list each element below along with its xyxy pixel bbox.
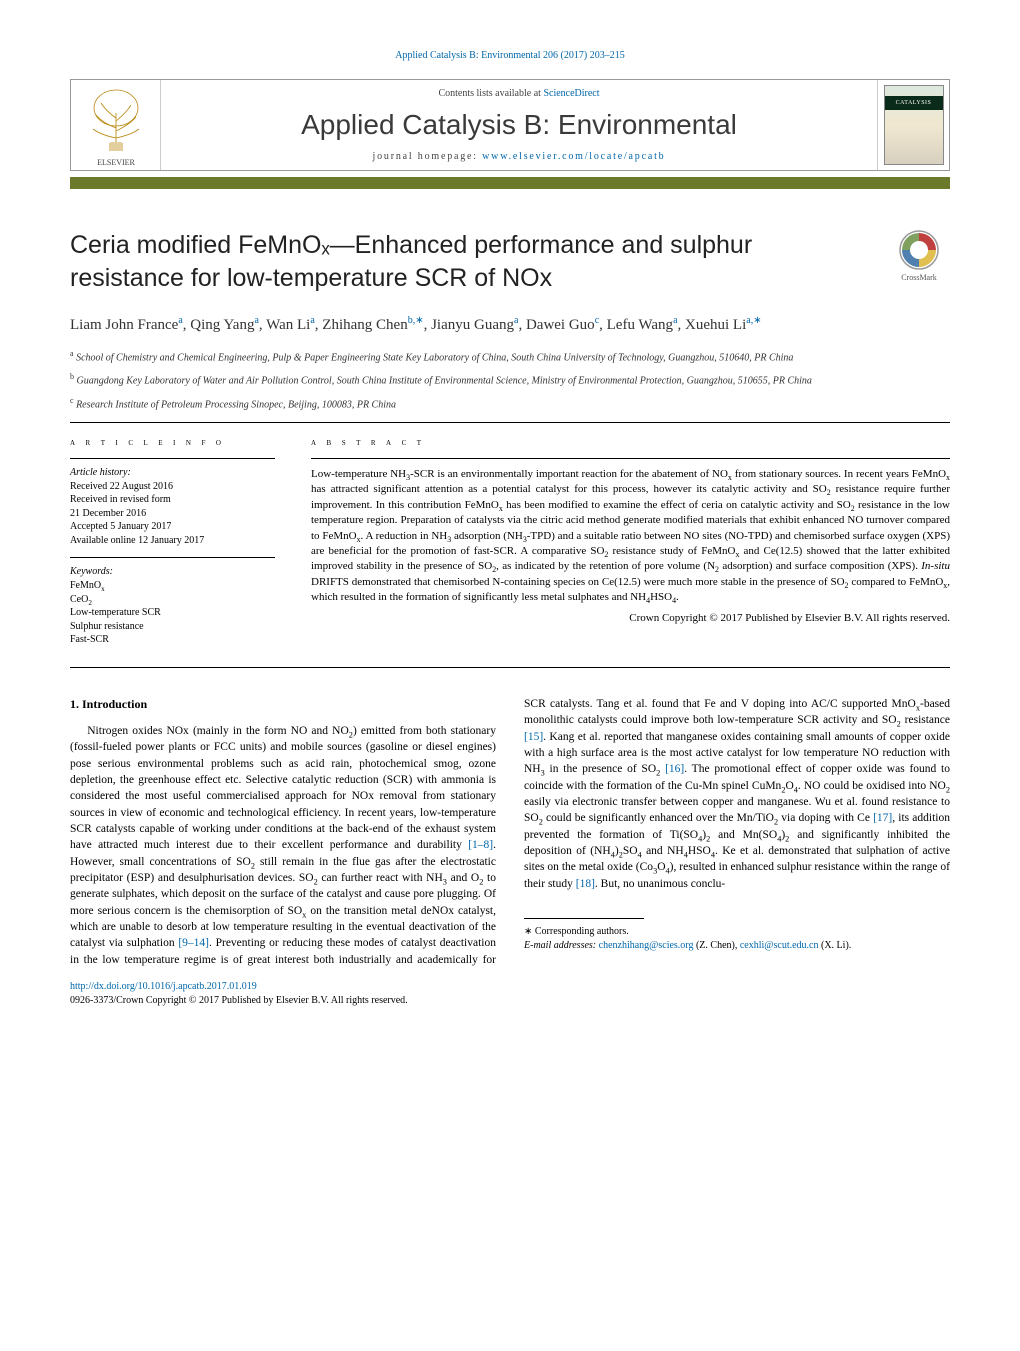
author: Wan Lia	[266, 317, 315, 333]
footer: http://dx.doi.org/10.1016/j.apcatb.2017.…	[70, 980, 950, 1008]
cover-band: CATALYSIS	[885, 96, 943, 110]
author-affiliation-mark: a	[514, 315, 518, 326]
author: Lefu Wanga	[607, 317, 678, 333]
author: Qing Yanga	[190, 317, 259, 333]
history-title: Article history:	[70, 467, 275, 478]
author-affiliation-mark: a	[310, 315, 314, 326]
keyword: Fast-SCR	[70, 633, 275, 647]
affiliation-list: a School of Chemistry and Chemical Engin…	[70, 348, 950, 412]
crossmark-badge[interactable]: CrossMark	[888, 229, 950, 282]
journal-cover: CATALYSIS	[877, 80, 949, 170]
kw-rule	[70, 557, 275, 558]
author-affiliation-mark: a	[254, 315, 258, 326]
homepage-label: journal homepage:	[373, 151, 483, 162]
keywords-title: Keywords:	[70, 566, 275, 577]
accent-bar	[70, 177, 950, 189]
elsevier-logo: ELSEVIER	[71, 80, 161, 170]
journal-header: ELSEVIER Contents lists available at Sci…	[70, 79, 950, 171]
citation-link[interactable]: [17]	[873, 812, 892, 824]
citation-link[interactable]: [16]	[665, 763, 684, 775]
issn-line: 0926-3373/Crown Copyright © 2017 Publish…	[70, 995, 408, 1006]
contents-line: Contents lists available at ScienceDirec…	[438, 88, 599, 99]
sciencedirect-link[interactable]: ScienceDirect	[543, 88, 599, 99]
history-line: Received in revised form	[70, 493, 275, 507]
abs-rule	[311, 458, 950, 459]
keyword: Low-temperature SCR	[70, 606, 275, 620]
email-label: E-mail addresses:	[524, 940, 599, 951]
title-row: Ceria modified FeMnOₓ—Enhanced performan…	[70, 229, 950, 294]
doi-link[interactable]: http://dx.doi.org/10.1016/j.apcatb.2017.…	[70, 981, 257, 992]
svg-text:ELSEVIER: ELSEVIER	[97, 158, 135, 167]
citation-link[interactable]: [9–14]	[178, 937, 209, 949]
corr-label: ∗ Corresponding authors.	[524, 925, 950, 939]
elsevier-tree-icon: ELSEVIER	[81, 83, 151, 168]
history-line: Received 22 August 2016	[70, 480, 275, 494]
keyword: FeMnOx	[70, 579, 275, 593]
email-link[interactable]: cexhli@scut.edu.cn	[740, 940, 819, 951]
abstract-label: a b s t r a c t	[311, 437, 950, 448]
article-info-label: a r t i c l e i n f o	[70, 437, 275, 448]
citation-link[interactable]: [18]	[576, 878, 595, 890]
article-info: a r t i c l e i n f o Article history: R…	[70, 437, 275, 647]
meta-row: a r t i c l e i n f o Article history: R…	[70, 437, 950, 647]
rule-top	[70, 422, 950, 423]
author: Jianyu Guanga	[431, 317, 518, 333]
author: Dawei Guoc	[526, 317, 599, 333]
footnote-rule	[524, 918, 644, 919]
author: Liam John Francea	[70, 317, 183, 333]
author-affiliation-mark: b,∗	[408, 315, 424, 326]
body-columns: 1. Introduction Nitrogen oxides NOx (mai…	[70, 696, 950, 968]
author-affiliation-mark: c	[595, 315, 599, 326]
citation-link[interactable]: [1–8]	[468, 839, 493, 851]
keyword-list: FeMnOxCeO2Low-temperature SCRSulphur res…	[70, 579, 275, 647]
page: Applied Catalysis B: Environmental 206 (…	[0, 0, 1020, 1048]
article-title: Ceria modified FeMnOₓ—Enhanced performan…	[70, 229, 872, 294]
journal-cover-image: CATALYSIS	[884, 85, 944, 165]
author: Zhihang Chenb,∗	[322, 317, 423, 333]
history-line: Accepted 5 January 2017	[70, 520, 275, 534]
keyword: Sulphur resistance	[70, 620, 275, 634]
email-link[interactable]: chenzhihang@scies.org	[599, 940, 694, 951]
rule-bottom	[70, 667, 950, 668]
contents-prefix: Contents lists available at	[438, 88, 543, 99]
homepage-line: journal homepage: www.elsevier.com/locat…	[373, 151, 666, 162]
homepage-link[interactable]: www.elsevier.com/locate/apcatb	[482, 151, 665, 162]
affiliation: c Research Institute of Petroleum Proces…	[70, 395, 950, 412]
keyword: CeO2	[70, 593, 275, 607]
affiliation: a School of Chemistry and Chemical Engin…	[70, 348, 950, 365]
abstract-copyright: Crown Copyright © 2017 Published by Else…	[311, 612, 950, 624]
author: Xuehui Lia,∗	[685, 317, 762, 333]
author-list: Liam John Francea, Qing Yanga, Wan Lia, …	[70, 314, 950, 336]
crossmark-icon	[898, 229, 940, 271]
header-center: Contents lists available at ScienceDirec…	[161, 80, 877, 170]
journal-reference: Applied Catalysis B: Environmental 206 (…	[70, 50, 950, 61]
journal-name: Applied Catalysis B: Environmental	[301, 109, 737, 141]
affiliation: b Guangdong Key Laboratory of Water and …	[70, 371, 950, 388]
corresponding-authors: ∗ Corresponding authors. E-mail addresse…	[524, 925, 950, 953]
corr-emails: E-mail addresses: chenzhihang@scies.org …	[524, 939, 950, 953]
info-rule	[70, 458, 275, 459]
citation-link[interactable]: [15]	[524, 731, 543, 743]
author-affiliation-mark: a	[178, 315, 182, 326]
history-line: 21 December 2016	[70, 507, 275, 521]
history-line: Available online 12 January 2017	[70, 534, 275, 548]
history-lines: Received 22 August 2016Received in revis…	[70, 480, 275, 548]
abstract-text: Low-temperature NH3-SCR is an environmen…	[311, 467, 950, 606]
abstract-block: a b s t r a c t Low-temperature NH3-SCR …	[311, 437, 950, 647]
author-affiliation-mark: a	[673, 315, 677, 326]
intro-heading: 1. Introduction	[70, 696, 496, 713]
author-affiliation-mark: a,∗	[746, 315, 761, 326]
crossmark-label: CrossMark	[888, 273, 950, 282]
